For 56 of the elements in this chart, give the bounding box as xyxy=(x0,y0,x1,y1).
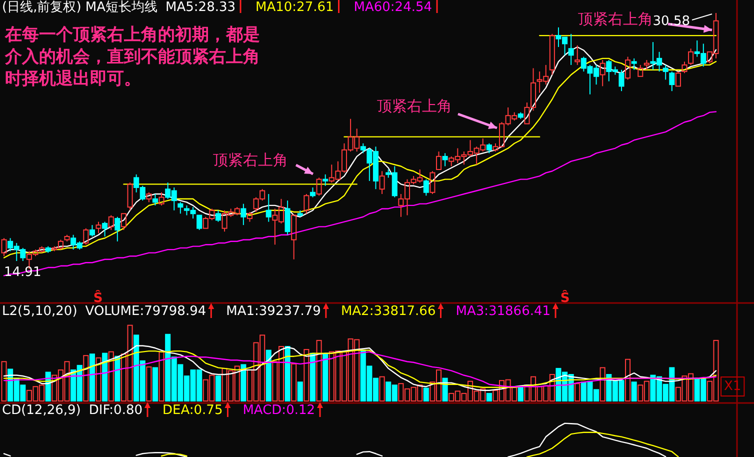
text: Ŝ xyxy=(93,289,103,306)
bar xyxy=(518,386,524,402)
text: DEA:0.75 xyxy=(162,403,223,418)
bar xyxy=(215,376,221,402)
text: DIF:0.80 xyxy=(88,403,142,418)
text: MA1:39237.79 xyxy=(226,304,321,319)
bar xyxy=(89,354,95,402)
annotation: 顶紧右上角 xyxy=(578,10,653,28)
text: MACD:0.12 xyxy=(242,403,316,418)
bar xyxy=(297,382,303,402)
bar xyxy=(379,376,385,402)
text: MA3:31866.41 xyxy=(456,304,551,319)
bar xyxy=(158,351,164,402)
text: MA5:28.33 xyxy=(166,0,236,15)
text: Ŝ xyxy=(560,289,570,306)
text: VOLUME:79798.94 xyxy=(85,304,206,319)
bar xyxy=(423,388,429,402)
annotation: 顶紧右上角 xyxy=(377,97,452,115)
bar xyxy=(266,350,272,402)
bar xyxy=(108,351,114,402)
bar xyxy=(284,346,290,402)
bar xyxy=(102,352,108,402)
bar xyxy=(240,364,246,402)
chart-title: CD(12,26,9) xyxy=(2,403,81,418)
candlestick xyxy=(379,170,385,195)
bar xyxy=(631,382,637,402)
annotation: 在每一个顶紧右上角的初期，都是介入的机会，直到不能顶紧右上角时择机退出即可。 xyxy=(4,25,260,89)
bar xyxy=(600,367,606,402)
bar xyxy=(291,363,297,402)
bar xyxy=(574,383,580,402)
bar xyxy=(310,352,316,402)
candlestick xyxy=(644,60,650,70)
bar xyxy=(114,356,120,402)
bar xyxy=(304,349,310,402)
candlestick xyxy=(442,152,448,167)
candlestick xyxy=(152,194,158,206)
text: MA10:27.61 xyxy=(256,0,334,15)
text: MA2:33817.66 xyxy=(340,304,436,319)
candlestick xyxy=(284,200,290,236)
bar xyxy=(96,357,102,402)
candlestick xyxy=(574,44,580,66)
chart-title: L2(5,10,20) xyxy=(2,304,78,319)
bar xyxy=(486,392,492,402)
bar xyxy=(83,355,89,402)
candlestick xyxy=(322,174,328,186)
chart-title: (日线,前复权) MA短长均线 xyxy=(2,0,158,15)
text: MA60:24.54 xyxy=(354,0,432,15)
bar xyxy=(152,367,158,402)
bar xyxy=(322,354,328,402)
bar xyxy=(1,361,7,402)
candlestick xyxy=(266,194,272,222)
bar xyxy=(625,358,631,402)
annotation: 顶紧右上角 xyxy=(213,151,288,169)
annotation: 30.58 xyxy=(652,14,690,29)
candlestick xyxy=(600,60,606,87)
candlestick xyxy=(568,33,574,66)
